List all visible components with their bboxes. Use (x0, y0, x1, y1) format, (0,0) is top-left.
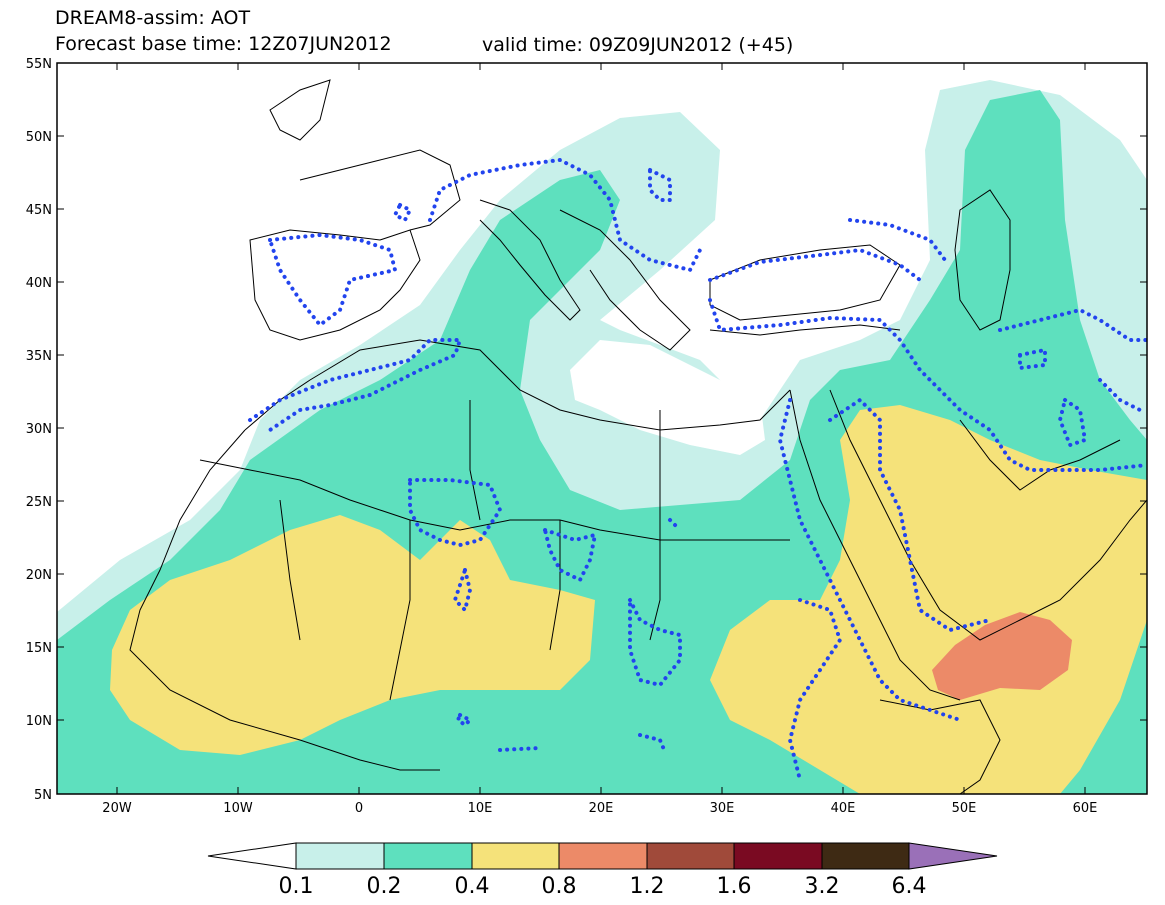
colorbar-label: 0.8 (542, 874, 577, 899)
lon-axis (116, 63, 1086, 794)
colorbar-swatch (295, 842, 385, 870)
lat-label: 30N (26, 422, 52, 437)
map-title: DREAM8-assim: AOT (55, 7, 251, 29)
dotted-contours (248, 157, 1147, 782)
colorbar-swatch (471, 842, 560, 870)
colorbar-label: 6.4 (892, 874, 927, 899)
lon-label: 60E (1073, 801, 1098, 816)
aot-band-0.4-west (110, 515, 595, 755)
colorbar-swatch (558, 842, 648, 870)
colorbar-label: 0.2 (367, 874, 402, 899)
colorbar-label: 3.2 (805, 874, 840, 899)
lat-label: 45N (26, 203, 52, 218)
aot-band-0.4-east (710, 405, 1147, 794)
colorbar-swatch (383, 842, 473, 870)
lat-label: 40N (26, 276, 52, 291)
lat-labels: 55N 50N 45N 40N 35N 30N 25N 20N 15N 10N … (26, 57, 52, 803)
aot-band-0.8 (932, 612, 1072, 700)
colorbar-under-triangle (207, 842, 297, 870)
lat-label: 15N (26, 641, 52, 656)
lat-label: 55N (26, 57, 52, 72)
colorbar-swatch (646, 842, 735, 870)
lat-label: 5N (34, 788, 52, 803)
colorbar-swatch (821, 842, 910, 870)
lon-label: 50E (952, 801, 977, 816)
forecast-base-time: Forecast base time: 12Z07JUN2012 (55, 33, 392, 55)
lat-label: 50N (26, 130, 52, 145)
lat-label: 35N (26, 349, 52, 364)
lon-label: 10W (223, 801, 253, 816)
lat-label: 20N (26, 568, 52, 583)
lon-label: 0 (355, 801, 363, 816)
lat-label: 25N (26, 495, 52, 510)
colorbar-label: 0.4 (455, 874, 490, 899)
lat-label: 10N (26, 714, 52, 729)
colorbar-label: 0.1 (279, 874, 314, 899)
map-fields (57, 63, 1147, 794)
colorbar-label: 1.6 (717, 874, 752, 899)
lon-label: 30E (710, 801, 735, 816)
lon-label: 20E (589, 801, 614, 816)
colorbar (207, 842, 998, 870)
colorbar-over-triangle (908, 842, 998, 870)
coastlines (129, 79, 1147, 794)
colorbar-swatch (733, 842, 823, 870)
lat-axis (57, 62, 1147, 795)
lon-label: 20W (102, 801, 132, 816)
valid-time: valid time: 09Z09JUN2012 (+45) (482, 34, 794, 56)
lon-label: 40E (831, 801, 856, 816)
lon-label: 10E (468, 801, 493, 816)
colorbar-labels: 0.1 0.2 0.4 0.8 1.2 1.6 3.2 6.4 (279, 874, 927, 899)
lon-labels: 20W 10W 0 10E 20E 30E 40E 50E 60E (102, 801, 1097, 816)
colorbar-label: 1.2 (630, 874, 665, 899)
